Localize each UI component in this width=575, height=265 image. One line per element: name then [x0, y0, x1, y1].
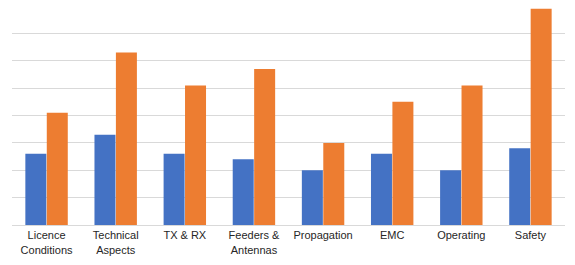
svg-text:Safety: Safety — [515, 229, 547, 241]
svg-text:Propagation: Propagation — [293, 229, 352, 241]
svg-text:TechnicalAspects: TechnicalAspects — [93, 229, 139, 255]
svg-text:EMC: EMC — [380, 229, 405, 241]
svg-text:TX & RX: TX & RX — [163, 229, 206, 241]
svg-text:LicenceConditions: LicenceConditions — [21, 229, 73, 255]
svg-text:Feeders &Antennas: Feeders &Antennas — [229, 229, 280, 255]
svg-text:Operating: Operating — [437, 229, 485, 241]
